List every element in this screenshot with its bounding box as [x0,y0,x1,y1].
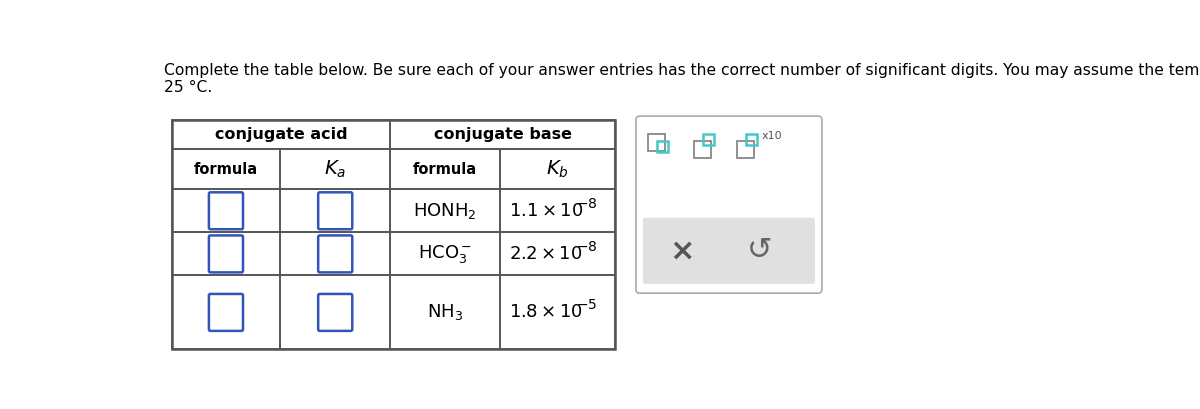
Text: $\mathrm{HONH_2}$: $\mathrm{HONH_2}$ [414,201,478,221]
Bar [500,149,616,189]
Text: ↺: ↺ [748,236,773,265]
Text: formula: formula [194,162,258,177]
Bar [694,142,712,158]
Text: $1.8\times 10$: $1.8\times 10$ [509,303,583,321]
Bar [172,189,281,232]
Bar [500,189,616,232]
Bar [390,275,500,349]
Bar [390,189,500,232]
Bar [390,120,616,149]
Bar [703,134,714,144]
FancyBboxPatch shape [318,236,353,272]
FancyBboxPatch shape [636,116,822,293]
Text: $-8$: $-8$ [576,240,598,254]
Bar [648,134,665,151]
Bar [390,232,500,275]
Bar [172,232,281,275]
Text: conjugate acid: conjugate acid [215,127,347,142]
Bar [500,232,616,275]
Text: 25 °C.: 25 °C. [164,80,212,95]
Bar [281,275,390,349]
Text: ×: × [670,236,695,265]
Bar [281,149,390,189]
FancyBboxPatch shape [318,294,353,331]
Text: Complete the table below. Be sure each of your answer entries has the correct nu: Complete the table below. Be sure each o… [164,63,1200,78]
FancyBboxPatch shape [209,294,242,331]
Text: $K_a$: $K_a$ [324,159,347,180]
Bar [281,232,390,275]
FancyBboxPatch shape [209,192,242,229]
Text: $-5$: $-5$ [576,299,596,312]
Text: x10: x10 [762,131,782,141]
Bar [172,120,616,349]
Bar [500,275,616,349]
Text: $1.1\times 10$: $1.1\times 10$ [509,202,583,220]
Bar [390,149,500,189]
FancyBboxPatch shape [318,192,353,229]
Bar [172,275,281,349]
Text: $\mathrm{NH_3}$: $\mathrm{NH_3}$ [427,302,463,322]
Text: formula: formula [413,162,478,177]
Text: $-8$: $-8$ [576,197,598,211]
FancyBboxPatch shape [643,218,815,284]
Bar [281,189,390,232]
Text: $2.2\times 10$: $2.2\times 10$ [509,245,583,263]
Bar [737,142,754,158]
Text: conjugate base: conjugate base [433,127,571,142]
FancyBboxPatch shape [209,236,242,272]
Bar [746,134,757,144]
Bar [172,120,390,149]
Bar [656,142,667,152]
Bar [172,149,281,189]
Text: $K_b$: $K_b$ [546,159,569,180]
Text: $\mathrm{HCO_3^-}$: $\mathrm{HCO_3^-}$ [418,243,473,265]
